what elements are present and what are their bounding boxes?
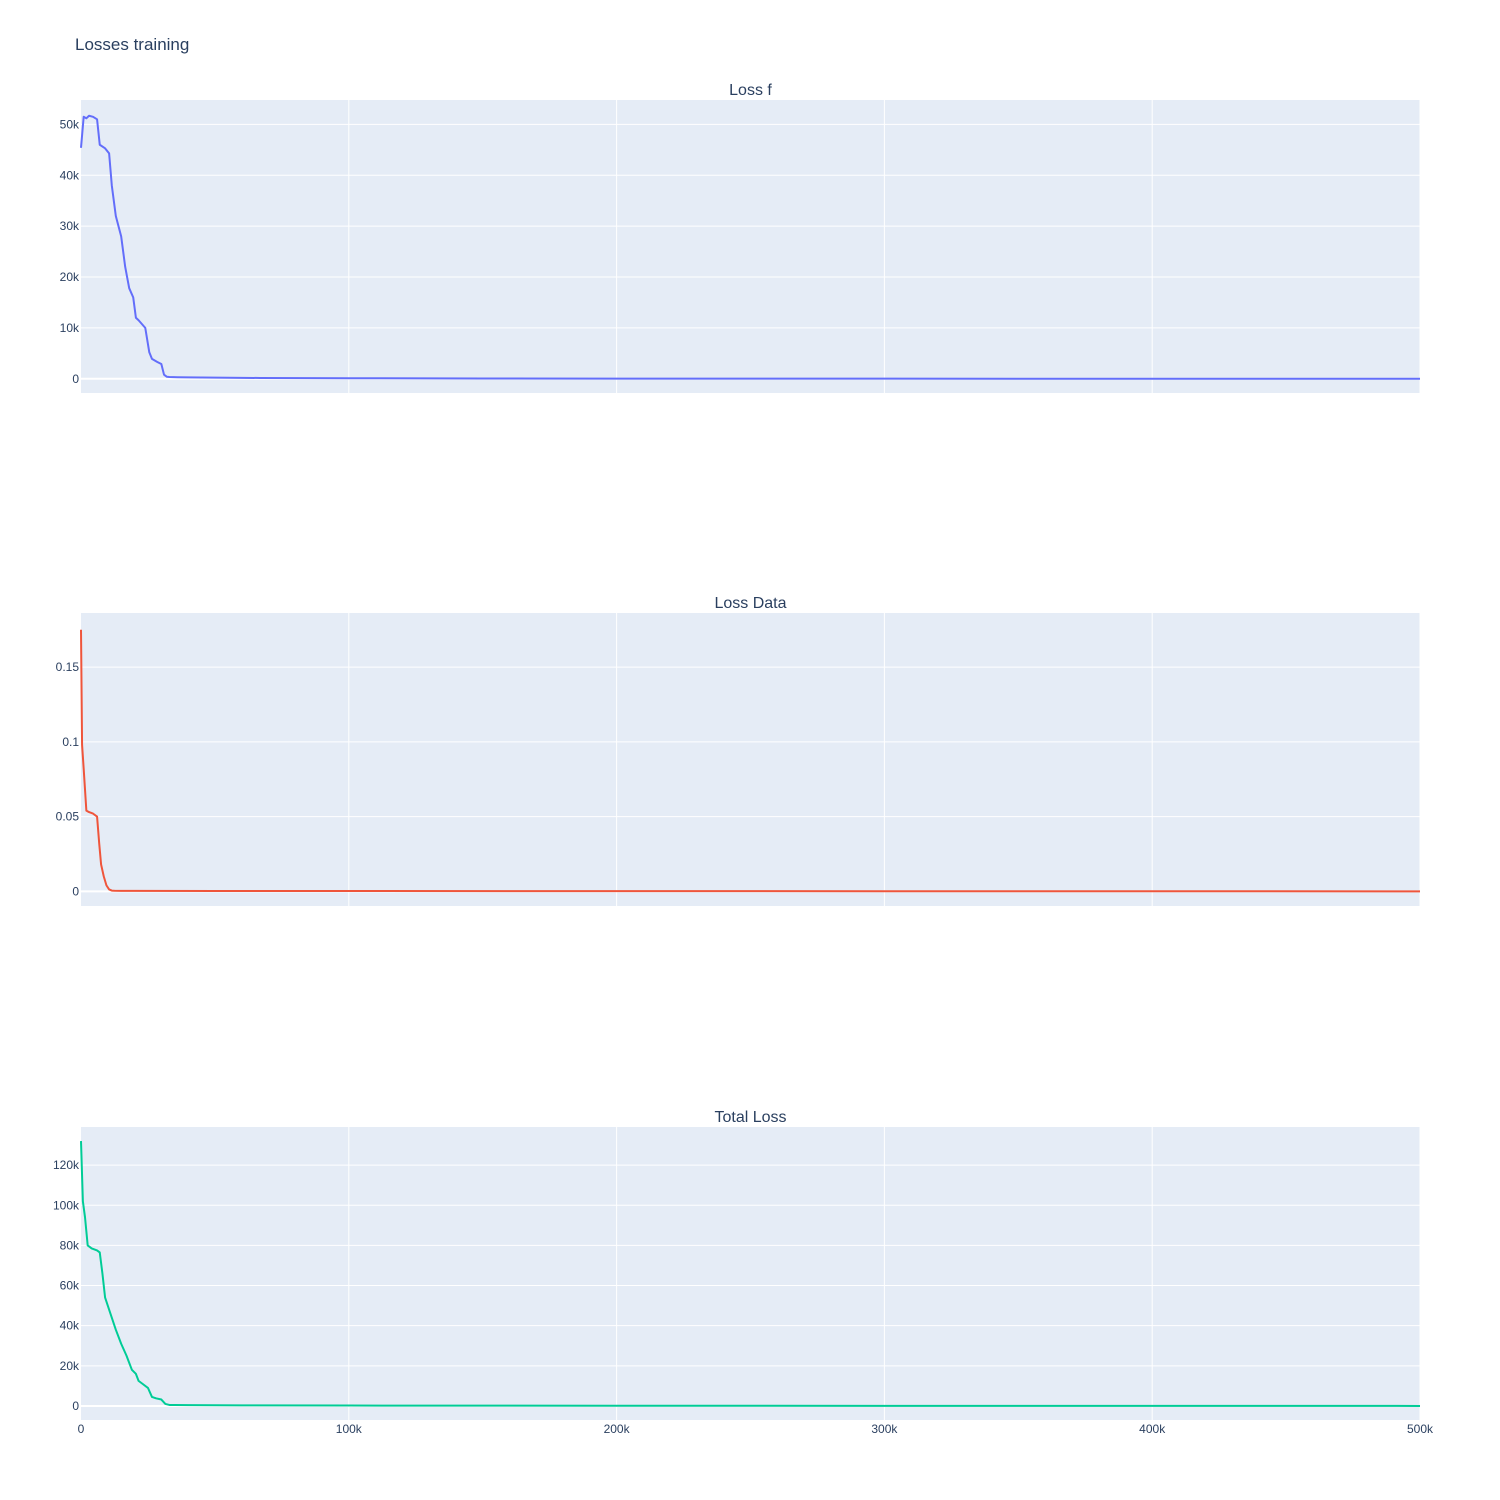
y-tick-label: 10k bbox=[60, 321, 80, 335]
y-tick-label: 100k bbox=[53, 1198, 80, 1212]
y-tick-label: 120k bbox=[53, 1158, 80, 1172]
y-tick-label: 20k bbox=[60, 1359, 80, 1373]
y-tick-label: 30k bbox=[60, 219, 80, 233]
plot-background bbox=[81, 613, 1420, 906]
plot-background bbox=[81, 100, 1420, 393]
y-tick-label: 0.05 bbox=[56, 810, 80, 824]
subplots: 0 10k 20k 30k 40k 50k Loss f 0 0.05 0.1 0.15 Loss D… bbox=[53, 82, 1434, 1436]
x-tick-label: 0 bbox=[78, 1422, 85, 1436]
x-tick-label: 300k bbox=[871, 1422, 898, 1436]
subplot-2: 0 0.05 0.1 0.15 Loss Data bbox=[56, 595, 1421, 906]
y-tick-label: 50k bbox=[60, 117, 80, 131]
subplot-3: 0 20k 40k 60k 80k 100k 120k 0 100k 200k 300k 400k 50… bbox=[53, 1109, 1434, 1436]
x-tick-label: 500k bbox=[1407, 1422, 1434, 1436]
y-tick-label: 60k bbox=[60, 1279, 80, 1293]
x-tick-label: 400k bbox=[1139, 1422, 1166, 1436]
plot-background bbox=[81, 1127, 1420, 1420]
y-tick-label: 0 bbox=[72, 1399, 79, 1413]
y-tick-label: 40k bbox=[60, 1319, 80, 1333]
series-line bbox=[80, 629, 1421, 893]
y-tick-label: 0 bbox=[72, 884, 79, 898]
x-tick-label: 100k bbox=[336, 1422, 363, 1436]
subplot-title: Total Loss bbox=[714, 1109, 786, 1126]
x-tick-label: 200k bbox=[604, 1422, 631, 1436]
subplot-title: Loss Data bbox=[714, 595, 786, 612]
y-tick-label: 40k bbox=[60, 168, 80, 182]
series-line bbox=[80, 1141, 1421, 1407]
series-line bbox=[80, 114, 1421, 380]
subplot-title: Loss f bbox=[729, 82, 772, 99]
y-tick-label: 0.15 bbox=[56, 660, 80, 674]
y-tick-label: 80k bbox=[60, 1238, 80, 1252]
subplot-1: 0 10k 20k 30k 40k 50k Loss f bbox=[60, 82, 1421, 393]
y-tick-label: 20k bbox=[60, 270, 80, 284]
figure-title: Losses training bbox=[75, 35, 189, 54]
y-tick-label: 0.1 bbox=[62, 735, 79, 749]
y-tick-label: 0 bbox=[72, 372, 79, 386]
